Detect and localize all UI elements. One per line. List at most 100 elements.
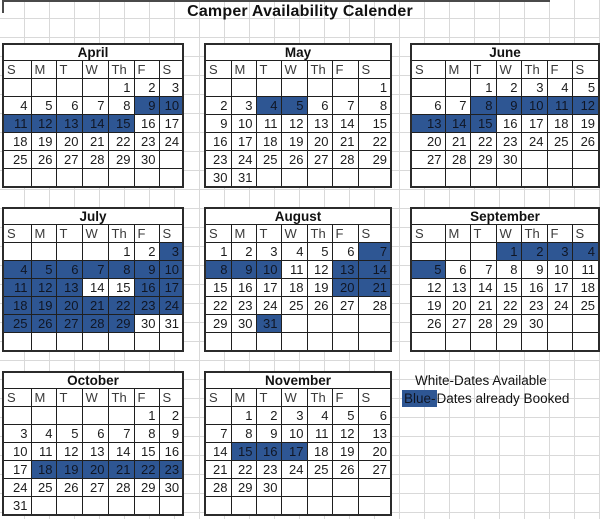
- date-cell-june-6[interactable]: 6: [410, 96, 446, 115]
- date-cell-july-25[interactable]: 25: [2, 314, 32, 333]
- date-cell-june-29[interactable]: 29: [469, 150, 497, 169]
- date-cell-november-17[interactable]: 17: [280, 442, 308, 461]
- date-cell-april-26[interactable]: 26: [30, 150, 57, 169]
- date-cell-august-29[interactable]: 29: [204, 314, 232, 333]
- date-cell-september-10[interactable]: 10: [546, 260, 573, 279]
- date-cell-april-29[interactable]: 29: [107, 150, 135, 169]
- date-cell-june-3[interactable]: 3: [520, 78, 548, 97]
- date-cell-may-11[interactable]: 11: [255, 114, 282, 133]
- date-cell-may-16[interactable]: 16: [204, 132, 232, 151]
- date-cell-april-27[interactable]: 27: [55, 150, 83, 169]
- date-cell-september-4[interactable]: 4: [571, 242, 600, 261]
- date-cell-april-2[interactable]: 2: [133, 78, 160, 97]
- date-cell-may-6[interactable]: 6: [306, 96, 333, 115]
- date-cell-may-21[interactable]: 21: [331, 132, 359, 151]
- date-cell-august-19[interactable]: 19: [306, 278, 333, 297]
- date-cell-august-31[interactable]: 31: [255, 314, 282, 333]
- date-cell-august-5[interactable]: 5: [306, 242, 333, 261]
- date-cell-june-13[interactable]: 13: [410, 114, 446, 133]
- date-cell-september-5[interactable]: 5: [410, 260, 446, 279]
- date-cell-april-6[interactable]: 6: [55, 96, 83, 115]
- date-cell-july-9[interactable]: 9: [133, 260, 160, 279]
- date-cell-may-24[interactable]: 24: [230, 150, 257, 169]
- date-cell-may-14[interactable]: 14: [331, 114, 359, 133]
- date-cell-october-2[interactable]: 2: [158, 406, 184, 425]
- date-cell-september-15[interactable]: 15: [495, 278, 522, 297]
- date-cell-september-21[interactable]: 21: [469, 296, 497, 315]
- date-cell-july-31[interactable]: 31: [158, 314, 184, 333]
- date-cell-june-30[interactable]: 30: [495, 150, 522, 169]
- date-cell-april-10[interactable]: 10: [158, 96, 184, 115]
- date-cell-june-10[interactable]: 10: [520, 96, 548, 115]
- date-cell-july-13[interactable]: 13: [55, 278, 83, 297]
- date-cell-june-21[interactable]: 21: [444, 132, 471, 151]
- date-cell-august-24[interactable]: 24: [255, 296, 282, 315]
- date-cell-july-2[interactable]: 2: [133, 242, 160, 261]
- date-cell-april-8[interactable]: 8: [107, 96, 135, 115]
- date-cell-august-21[interactable]: 21: [357, 278, 392, 297]
- date-cell-october-10[interactable]: 10: [2, 442, 32, 461]
- date-cell-october-22[interactable]: 22: [133, 460, 160, 479]
- date-cell-august-6[interactable]: 6: [331, 242, 359, 261]
- date-cell-may-22[interactable]: 22: [357, 132, 392, 151]
- date-cell-october-24[interactable]: 24: [2, 478, 32, 497]
- date-cell-october-12[interactable]: 12: [55, 442, 83, 461]
- date-cell-june-24[interactable]: 24: [520, 132, 548, 151]
- date-cell-july-28[interactable]: 28: [81, 314, 109, 333]
- date-cell-november-11[interactable]: 11: [306, 424, 333, 443]
- date-cell-may-25[interactable]: 25: [255, 150, 282, 169]
- date-cell-april-17[interactable]: 17: [158, 114, 184, 133]
- date-cell-june-1[interactable]: 1: [469, 78, 497, 97]
- date-cell-october-13[interactable]: 13: [81, 442, 109, 461]
- date-cell-june-18[interactable]: 18: [546, 114, 573, 133]
- date-cell-october-9[interactable]: 9: [158, 424, 184, 443]
- date-cell-september-7[interactable]: 7: [469, 260, 497, 279]
- date-cell-september-9[interactable]: 9: [520, 260, 548, 279]
- date-cell-june-15[interactable]: 15: [469, 114, 497, 133]
- date-cell-april-14[interactable]: 14: [81, 114, 109, 133]
- date-cell-august-25[interactable]: 25: [280, 296, 308, 315]
- date-cell-july-22[interactable]: 22: [107, 296, 135, 315]
- date-cell-october-5[interactable]: 5: [55, 424, 83, 443]
- date-cell-april-12[interactable]: 12: [30, 114, 57, 133]
- date-cell-august-9[interactable]: 9: [230, 260, 257, 279]
- date-cell-september-8[interactable]: 8: [495, 260, 522, 279]
- date-cell-august-4[interactable]: 4: [280, 242, 308, 261]
- date-cell-july-7[interactable]: 7: [81, 260, 109, 279]
- date-cell-june-9[interactable]: 9: [495, 96, 522, 115]
- date-cell-july-14[interactable]: 14: [81, 278, 109, 297]
- date-cell-november-14[interactable]: 14: [204, 442, 232, 461]
- date-cell-may-3[interactable]: 3: [230, 96, 257, 115]
- date-cell-november-20[interactable]: 20: [357, 442, 392, 461]
- date-cell-may-29[interactable]: 29: [357, 150, 392, 169]
- date-cell-june-16[interactable]: 16: [495, 114, 522, 133]
- date-cell-september-1[interactable]: 1: [495, 242, 522, 261]
- date-cell-september-23[interactable]: 23: [520, 296, 548, 315]
- date-cell-november-7[interactable]: 7: [204, 424, 232, 443]
- date-cell-august-2[interactable]: 2: [230, 242, 257, 261]
- date-cell-july-4[interactable]: 4: [2, 260, 32, 279]
- date-cell-july-5[interactable]: 5: [30, 260, 57, 279]
- date-cell-april-7[interactable]: 7: [81, 96, 109, 115]
- date-cell-april-25[interactable]: 25: [2, 150, 32, 169]
- date-cell-june-12[interactable]: 12: [571, 96, 600, 115]
- date-cell-july-23[interactable]: 23: [133, 296, 160, 315]
- date-cell-april-24[interactable]: 24: [158, 132, 184, 151]
- date-cell-may-27[interactable]: 27: [306, 150, 333, 169]
- date-cell-november-10[interactable]: 10: [280, 424, 308, 443]
- date-cell-july-6[interactable]: 6: [55, 260, 83, 279]
- date-cell-august-15[interactable]: 15: [204, 278, 232, 297]
- date-cell-may-12[interactable]: 12: [280, 114, 308, 133]
- date-cell-august-13[interactable]: 13: [331, 260, 359, 279]
- date-cell-june-20[interactable]: 20: [410, 132, 446, 151]
- date-cell-june-19[interactable]: 19: [571, 114, 600, 133]
- date-cell-april-4[interactable]: 4: [2, 96, 32, 115]
- date-cell-september-17[interactable]: 17: [546, 278, 573, 297]
- date-cell-november-16[interactable]: 16: [255, 442, 282, 461]
- date-cell-september-27[interactable]: 27: [444, 314, 471, 333]
- date-cell-april-9[interactable]: 9: [133, 96, 160, 115]
- date-cell-august-22[interactable]: 22: [204, 296, 232, 315]
- date-cell-august-14[interactable]: 14: [357, 260, 392, 279]
- date-cell-october-8[interactable]: 8: [133, 424, 160, 443]
- date-cell-july-11[interactable]: 11: [2, 278, 32, 297]
